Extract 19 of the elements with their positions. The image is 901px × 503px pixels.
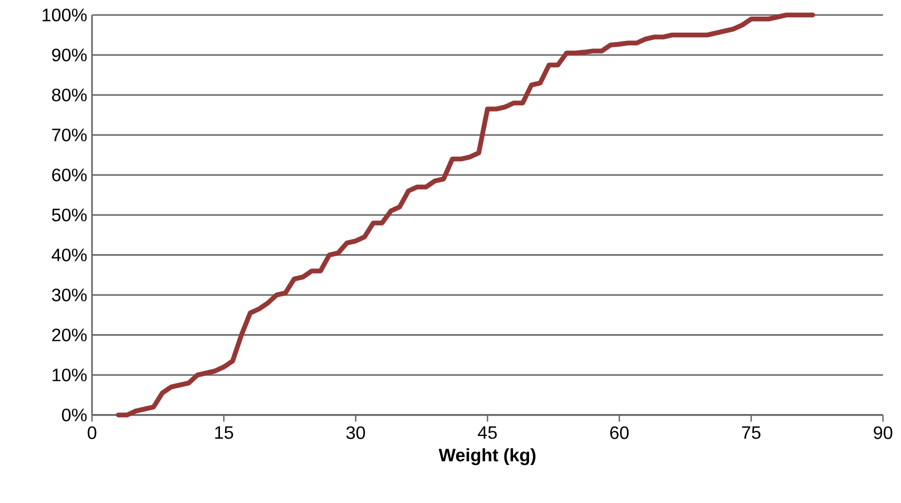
y-tick-label: 70% [52,128,87,142]
x-tick-label: 90 [874,426,892,440]
x-tick-label: 0 [88,426,96,440]
y-tick-label: 100% [42,8,87,22]
y-tick-label: 20% [52,328,87,342]
y-tick-label: 50% [52,208,87,222]
x-tick-label: 60 [610,426,629,440]
y-tick-label: 30% [52,288,87,302]
x-tick-label: 30 [346,426,365,440]
y-tick-label: 10% [52,368,87,382]
x-tick-label: 75 [742,426,760,439]
y-tick-label: 40% [52,248,87,262]
y-tick-label: 0% [62,408,87,422]
y-tick-label: 90% [52,48,87,62]
x-tick-label: 45 [478,426,497,439]
y-tick-label: 60% [52,168,87,182]
y-tick-label: 80% [52,88,87,102]
x-tick-label: 15 [215,426,234,439]
x-axis-title: Weight (kg) [438,448,536,466]
